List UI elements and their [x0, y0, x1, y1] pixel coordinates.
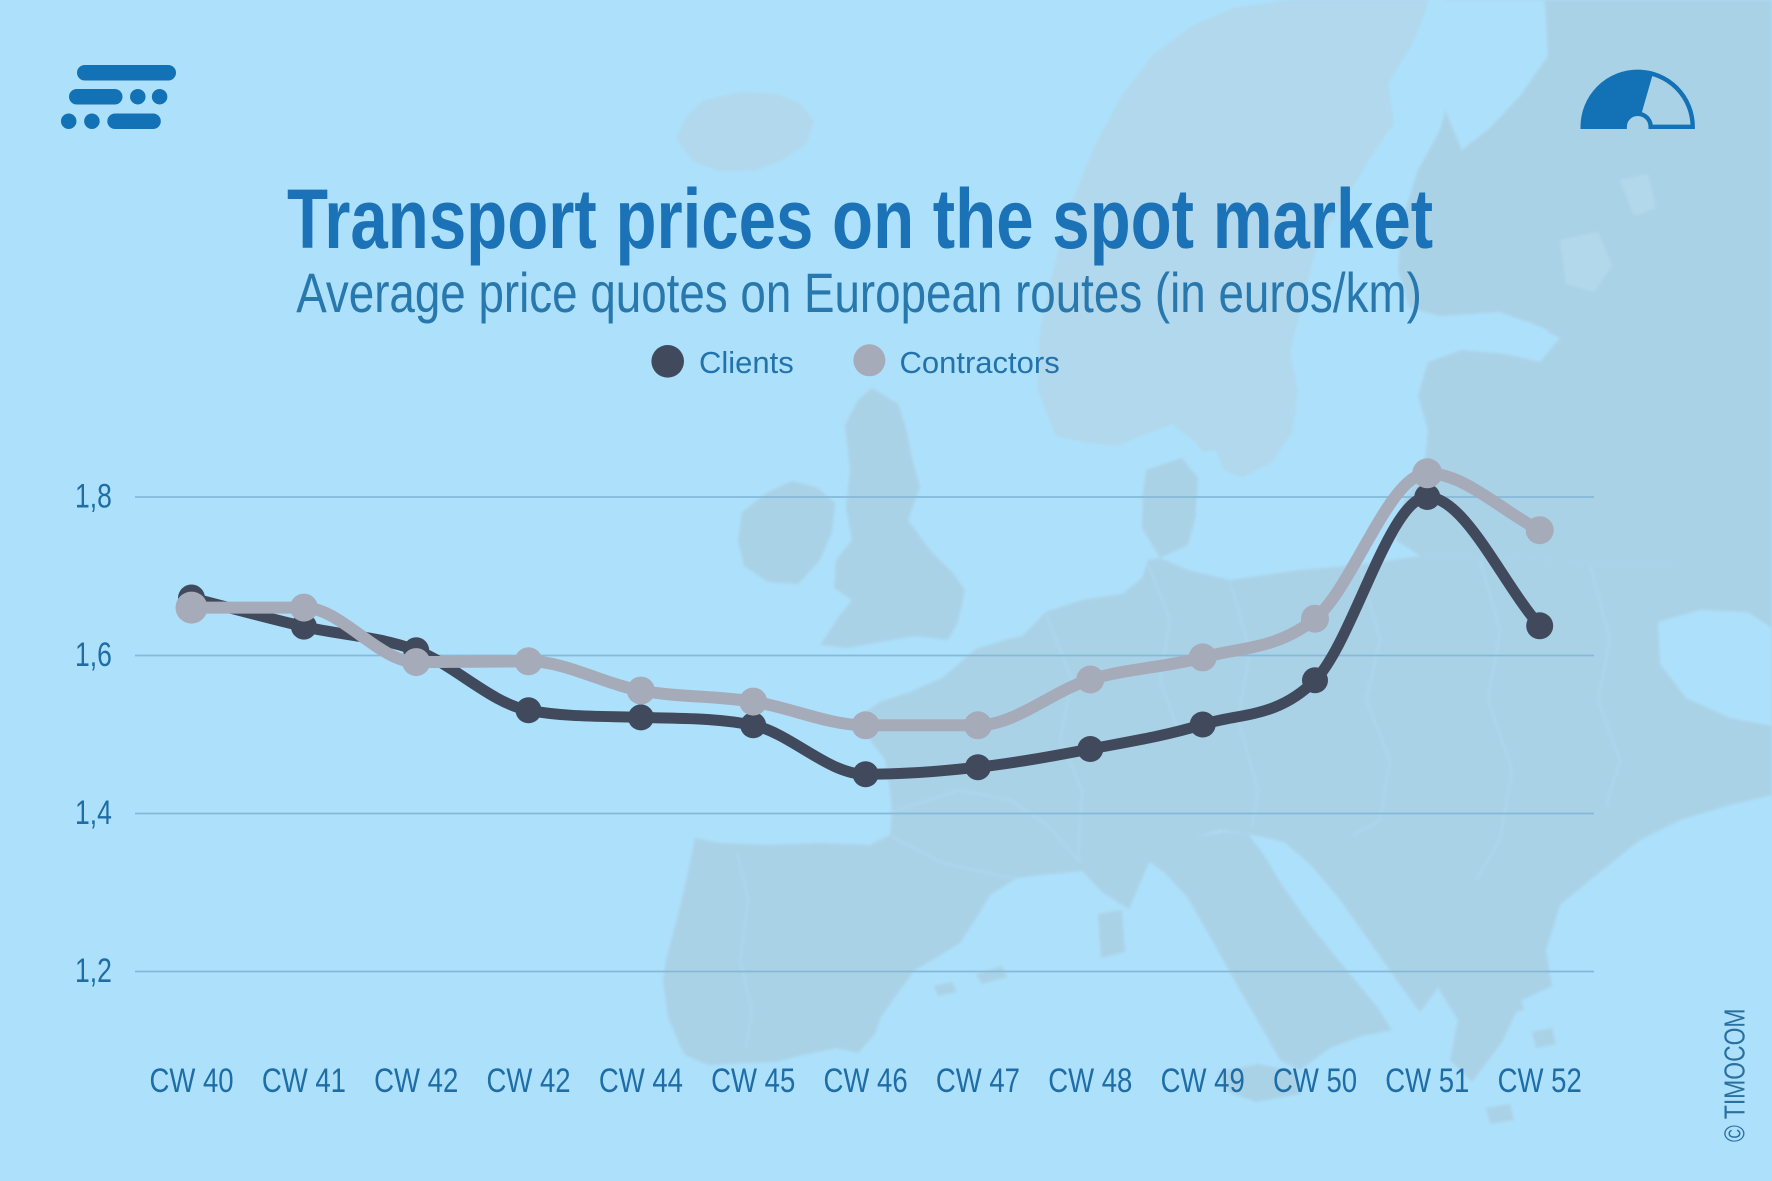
svg-text:CW 45: CW 45 — [711, 1061, 795, 1099]
svg-text:1,6: 1,6 — [75, 636, 112, 674]
svg-text:CW 52: CW 52 — [1498, 1061, 1582, 1099]
svg-text:CW 47: CW 47 — [936, 1061, 1020, 1099]
svg-text:1,8: 1,8 — [75, 477, 112, 515]
svg-text:CW 46: CW 46 — [824, 1061, 908, 1099]
svg-text:© TIMOCOM: © TIMOCOM — [1718, 1008, 1751, 1142]
svg-text:Clients: Clients — [699, 345, 794, 380]
svg-text:1,2: 1,2 — [75, 952, 112, 990]
svg-text:CW 49: CW 49 — [1161, 1061, 1245, 1099]
svg-text:CW 48: CW 48 — [1048, 1061, 1132, 1099]
svg-text:CW 41: CW 41 — [262, 1061, 346, 1099]
svg-text:CW 40: CW 40 — [149, 1061, 233, 1099]
svg-text:Transport prices on the spot m: Transport prices on the spot market — [287, 173, 1433, 267]
svg-text:CW 44: CW 44 — [599, 1061, 683, 1099]
svg-text:Contractors: Contractors — [900, 345, 1060, 380]
svg-text:CW 50: CW 50 — [1273, 1061, 1357, 1099]
svg-text:CW 42: CW 42 — [374, 1061, 458, 1099]
svg-text:Average price quotes on Europe: Average price quotes on European routes … — [296, 262, 1422, 324]
svg-text:CW 42: CW 42 — [486, 1061, 570, 1099]
svg-text:CW 51: CW 51 — [1385, 1061, 1469, 1099]
svg-text:1,4: 1,4 — [75, 794, 112, 832]
